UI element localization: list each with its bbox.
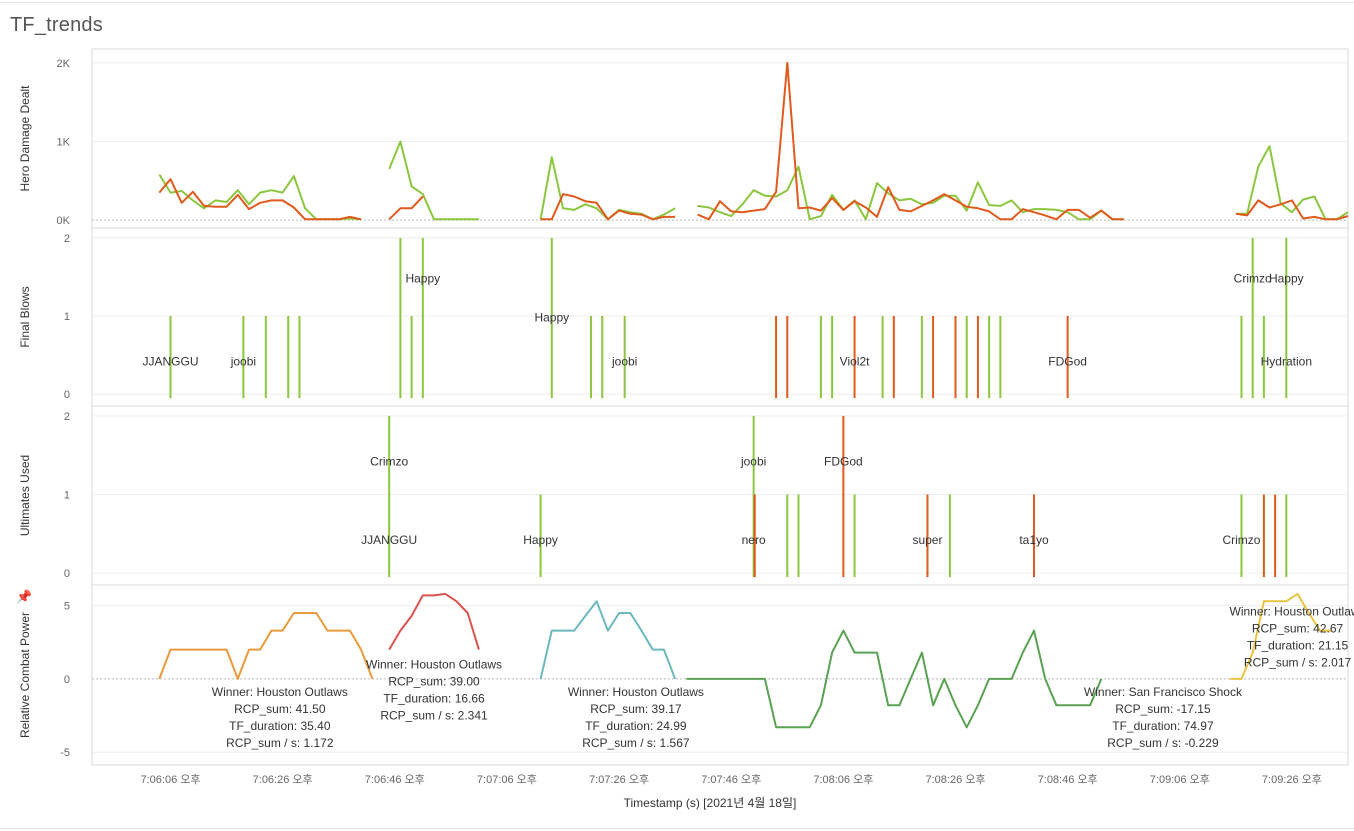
annotation-line: RCP_sum: -17.15 xyxy=(1115,702,1211,716)
relative_combat_power-series-red-line[interactable] xyxy=(388,592,480,651)
x-tick-label: 7:08:26 오후 xyxy=(926,773,986,786)
final_blows-mark-label: joobi xyxy=(230,354,256,368)
final_blows-mark-label: Happy xyxy=(1269,272,1304,286)
x-tick-label: 7:06:26 오후 xyxy=(253,773,313,786)
fight-summary-annotation: Winner: Houston Outlaws RCP_sum: 39.17 TF_… xyxy=(568,685,704,750)
relative_combat_power-series-orange-line[interactable] xyxy=(158,612,374,680)
annotation-line: RCP_sum / s: -0.229 xyxy=(1107,736,1219,750)
ultimates_used-tick-label: 2 xyxy=(64,411,70,423)
pin-icon[interactable]: 📌 xyxy=(16,589,33,604)
final_blows-mark-label: Happy xyxy=(534,311,569,325)
ultimates_used-frame xyxy=(91,405,1349,586)
hero_damage-tick-label: 2K xyxy=(57,58,71,70)
ultimates_used-mark-label: joobi xyxy=(740,455,766,469)
x-tick-label: 7:06:46 오후 xyxy=(365,773,425,786)
bottom-rule xyxy=(0,828,1354,829)
annotation-line: RCP_sum: 42.67 xyxy=(1252,622,1344,636)
annotation-line: Winner: Houston Outlaws xyxy=(568,685,704,699)
x-tick-label: 7:09:06 오후 xyxy=(1150,773,1210,786)
x-tick-label: 7:08:06 오후 xyxy=(813,773,873,786)
x-axis-title: Timestamp (s) [2021년 4월 18일] xyxy=(624,796,797,810)
final_blows-mark-label: JJANGGU xyxy=(142,354,198,368)
annotation-line: TF_duration: 35.40 xyxy=(229,719,331,733)
annotation-line: TF_duration: 21.15 xyxy=(1247,639,1349,653)
annotation-line: RCP_sum / s: 2.017 xyxy=(1244,656,1352,670)
relative_combat_power-axis-title: Relative Combat Power xyxy=(18,612,32,738)
final_blows-mark-label: Crimzo xyxy=(1234,272,1272,286)
annotation-line: RCP_sum / s: 1.567 xyxy=(582,736,690,750)
fight-summary-annotation: Winner: Houston Outlaws RCP_sum: 39.00 TF_… xyxy=(366,657,502,722)
x-tick-label: 7:06:06 오후 xyxy=(141,773,201,786)
ultimates_used-mark-label: super xyxy=(912,533,942,547)
fight-summary-annotation: Winner: Houston Outlaws RCP_sum: 41.50 TF_… xyxy=(212,685,348,750)
hero_damage-series-green-line[interactable] xyxy=(697,165,1124,221)
annotation-line: TF_duration: 74.97 xyxy=(1112,719,1214,733)
final_blows-axis-title: Final Blows xyxy=(18,286,32,347)
ultimates_used-mark-label: nero xyxy=(742,533,766,547)
annotation-line: Winner: Houston Outlaws xyxy=(1230,605,1354,619)
fight-summary-annotation: Winner: San Francisco Shock RCP_sum: -17.… xyxy=(1084,685,1243,750)
ultimates_used-tick-label: 1 xyxy=(64,490,70,502)
annotation-line: Winner: Houston Outlaws xyxy=(212,685,348,699)
hero_damage-series-orange_red-line[interactable] xyxy=(388,195,424,221)
relative_combat_power-tick-label: 5 xyxy=(64,601,70,613)
fight-summary-annotation: Winner: Houston Outlaws RCP_sum: 42.67 TF_… xyxy=(1230,605,1354,670)
annotation-line: RCP_sum: 39.00 xyxy=(388,674,480,688)
relative_combat_power-tick-label: -5 xyxy=(60,747,70,759)
ultimates_used-tick-label: 0 xyxy=(64,568,70,580)
ultimates_used-mark-label: JJANGGU xyxy=(361,533,417,547)
hero_damage-series-orange_red-line[interactable] xyxy=(158,178,362,221)
annotation-line: TF_duration: 16.66 xyxy=(383,691,485,705)
x-tick-label: 7:07:46 오후 xyxy=(701,773,761,786)
ultimates_used-mark-label: Happy xyxy=(523,533,558,547)
x-axis: 7:06:06 오후 7:06:26 오후 7:06:46 오후 7:07:06 오후… xyxy=(141,773,1322,810)
ultimates_used-mark-label: FDGod xyxy=(824,455,863,469)
hero_damage-series-orange_red-line[interactable] xyxy=(540,193,676,221)
final_blows-mark-label: Hydration xyxy=(1261,354,1312,368)
panel-final_blows: 0 1 2 Final Blows JJANGGU joobi Happy Happy joob… xyxy=(18,227,1349,407)
ultimates_used-axis-title: Ultimates Used xyxy=(18,455,32,536)
page-title: TF_trends xyxy=(10,14,103,36)
relative_combat_power-tick-label: 0 xyxy=(64,674,70,686)
annotation-line: TF_duration: 24.99 xyxy=(585,719,687,733)
x-tick-label: 7:07:06 오후 xyxy=(477,773,537,786)
ultimates_used-mark-label: ta1yo xyxy=(1019,533,1049,547)
relative_combat_power-series-yellow-line[interactable] xyxy=(1230,592,1332,680)
panel-hero_damage: 0K 1K 2K Hero Damage Dealt xyxy=(18,48,1349,229)
annotation-line: RCP_sum / s: 2.341 xyxy=(380,708,488,722)
annotation-line: RCP_sum / s: 1.172 xyxy=(226,736,334,750)
final_blows-frame xyxy=(91,227,1349,407)
final_blows-tick-label: 0 xyxy=(64,389,70,401)
relative_combat_power-frame xyxy=(91,584,1349,766)
relative_combat_power-series-dark_green-line[interactable] xyxy=(686,629,1103,729)
panel-ultimates_used: 0 1 2 Ultimates Used Crimzo JJANGGU Happy joobi… xyxy=(18,405,1349,586)
top-rule xyxy=(0,2,1354,3)
x-tick-label: 7:09:26 오후 xyxy=(1262,773,1322,786)
final_blows-tick-label: 1 xyxy=(64,311,70,323)
hero_damage-series-green-line[interactable] xyxy=(158,173,362,221)
ultimates_used-mark-label: Crimzo xyxy=(1222,533,1260,547)
annotation-line: Winner: Houston Outlaws xyxy=(366,657,502,671)
ultimates_used-mark-label: Crimzo xyxy=(370,455,408,469)
final_blows-mark-label: FDGod xyxy=(1048,354,1087,368)
panel-relative_combat_power: -5 0 5 Relative Combat Power Winner: Houston… xyxy=(18,584,1354,766)
hero_damage-tick-label: 0K xyxy=(57,215,71,227)
hero_damage-tick-label: 1K xyxy=(57,136,71,148)
annotation-line: Winner: San Francisco Shock xyxy=(1084,685,1243,699)
hero_damage-series-orange_red-line[interactable] xyxy=(697,61,1124,221)
final_blows-tick-label: 2 xyxy=(64,233,70,245)
annotation-line: RCP_sum: 39.17 xyxy=(590,702,682,716)
relative_combat_power-series-teal-line[interactable] xyxy=(539,600,677,680)
hero_damage-axis-title: Hero Damage Dealt xyxy=(18,85,32,192)
hero_damage-series-orange_red-line[interactable] xyxy=(1235,199,1349,221)
annotation-line: RCP_sum: 41.50 xyxy=(234,702,326,716)
final_blows-mark-label: joobi xyxy=(611,354,637,368)
final_blows-mark-label: Happy xyxy=(405,272,440,286)
final_blows-mark-label: Vi​ol2t xyxy=(840,354,870,368)
hero_damage-series-green-line[interactable] xyxy=(539,156,676,221)
x-tick-label: 7:07:26 오후 xyxy=(589,773,649,786)
hero_damage-series-green-line[interactable] xyxy=(388,140,479,221)
x-tick-label: 7:08:46 오후 xyxy=(1038,773,1098,786)
